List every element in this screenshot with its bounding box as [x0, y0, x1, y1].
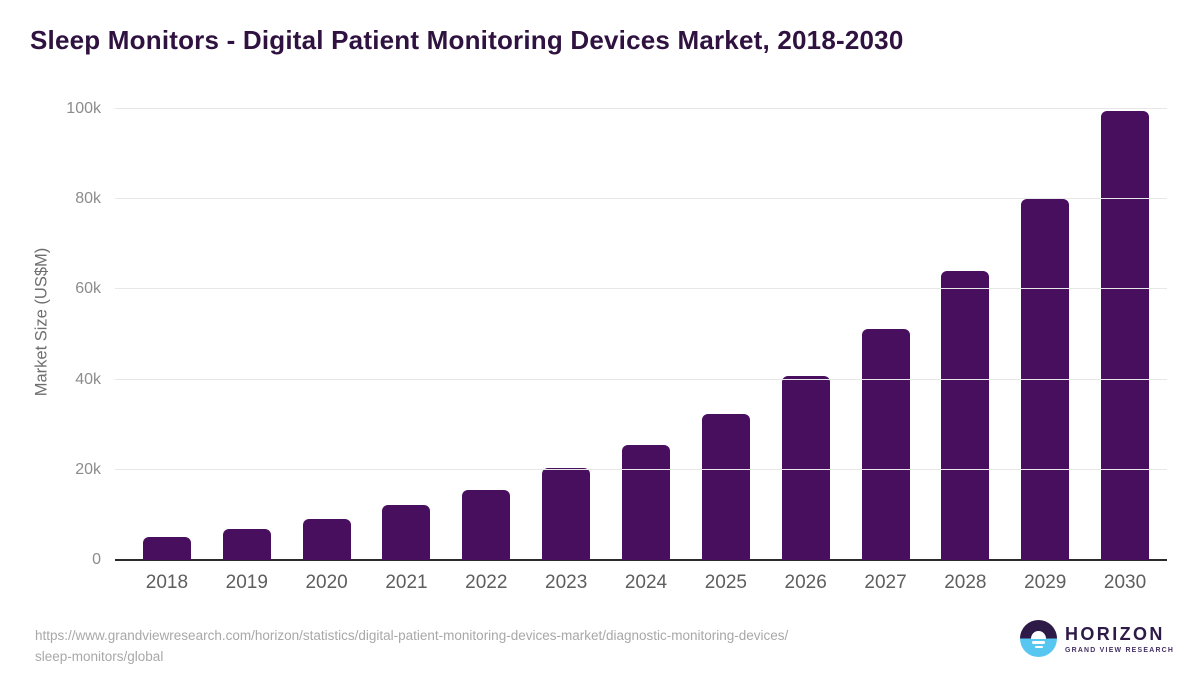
x-tick-label-2026: 2026	[784, 572, 827, 593]
x-tick-label-2025: 2025	[704, 572, 747, 593]
x-tick-label-2027: 2027	[864, 572, 907, 593]
bar-column-2030: 2030	[1085, 109, 1165, 593]
y-tick-label-0: 0	[92, 551, 101, 568]
plot-area: 2018 2019 2020 2021 2022 2023 2024 2025 2026 2027…	[66, 100, 1167, 593]
x-tick-label-2018: 2018	[145, 572, 189, 593]
bar-column-2024: 2024	[606, 109, 686, 593]
bar-2030	[1101, 111, 1150, 560]
bar-column-2028: 2028	[925, 109, 1005, 593]
bar-2026	[781, 376, 830, 560]
x-tick-label-2019: 2019	[225, 572, 268, 593]
bar-2021	[382, 504, 431, 560]
sun-icon	[1031, 631, 1046, 639]
x-tick-label-2022: 2022	[465, 572, 508, 593]
y-tick-label-100k: 100k	[66, 100, 101, 117]
y-axis-title: Market Size (US$M)	[32, 247, 51, 397]
bar-column-2019: 2019	[207, 109, 287, 593]
gridline-40k	[115, 378, 1167, 380]
bar-column-2021: 2021	[367, 109, 447, 593]
bar-2027	[861, 329, 910, 560]
logo-wordmark: HORIZON	[1065, 623, 1165, 644]
horizon-logo: HORIZON GRAND VIEW RESEARCH	[1020, 620, 1174, 657]
x-tick-label-2030: 2030	[1103, 572, 1147, 593]
y-tick-label-20k: 20k	[75, 460, 101, 478]
horizon-reflection-line	[1032, 641, 1045, 644]
bar-column-2027: 2027	[846, 109, 926, 593]
x-tick-label-2020: 2020	[305, 572, 348, 593]
source-url: https://www.grandviewresearch.com/horizo…	[35, 626, 788, 668]
bar-column-2023: 2023	[526, 109, 606, 593]
y-tick-label-80k: 80k	[75, 190, 101, 208]
horizon-logo-icon	[1020, 620, 1057, 657]
x-axis-line	[115, 559, 1167, 561]
bar-2019	[222, 528, 271, 560]
bar-column-2022: 2022	[446, 109, 526, 593]
y-tick-label-40k: 40k	[75, 370, 101, 388]
bar-column-2029: 2029	[1005, 109, 1085, 593]
x-tick-label-2028: 2028	[944, 572, 987, 593]
gridline-80k	[115, 198, 1167, 200]
logo-subtitle: GRAND VIEW RESEARCH	[1065, 646, 1175, 654]
bar-column-2025: 2025	[686, 109, 766, 593]
horizon-reflection-line	[1034, 645, 1043, 648]
x-tick-label-2024: 2024	[624, 572, 668, 593]
bar-column-2026: 2026	[766, 109, 846, 593]
source-url-line1: https://www.grandviewresearch.com/horizo…	[35, 628, 789, 643]
bar-2022	[462, 489, 511, 560]
bar-2020	[302, 518, 351, 560]
bar-2024	[621, 444, 670, 560]
bar-2028	[941, 271, 990, 560]
gridline-20k	[115, 468, 1167, 470]
chart-title: Sleep Monitors - Digital Patient Monitor…	[30, 25, 904, 55]
logo-text: HORIZON GRAND VIEW RESEARCH	[1065, 624, 1174, 654]
bar-column-2020: 2020	[287, 109, 367, 593]
bar-2018	[142, 536, 191, 560]
source-url-line2: sleep-monitors/global	[35, 648, 164, 664]
bar-2025	[701, 414, 750, 560]
bars-container: 2018 2019 2020 2021 2022 2023 2024 2025 2026 2027…	[127, 109, 1165, 593]
bar-2023	[542, 468, 591, 560]
bar-column-2018: 2018	[127, 109, 207, 593]
gridline-100k	[115, 108, 1167, 109]
x-tick-label-2021: 2021	[385, 572, 428, 593]
x-tick-label-2029: 2029	[1024, 572, 1067, 593]
y-tick-label-60k: 60k	[75, 280, 101, 298]
x-tick-label-2023: 2023	[545, 572, 588, 593]
gridline-60k	[115, 288, 1167, 290]
